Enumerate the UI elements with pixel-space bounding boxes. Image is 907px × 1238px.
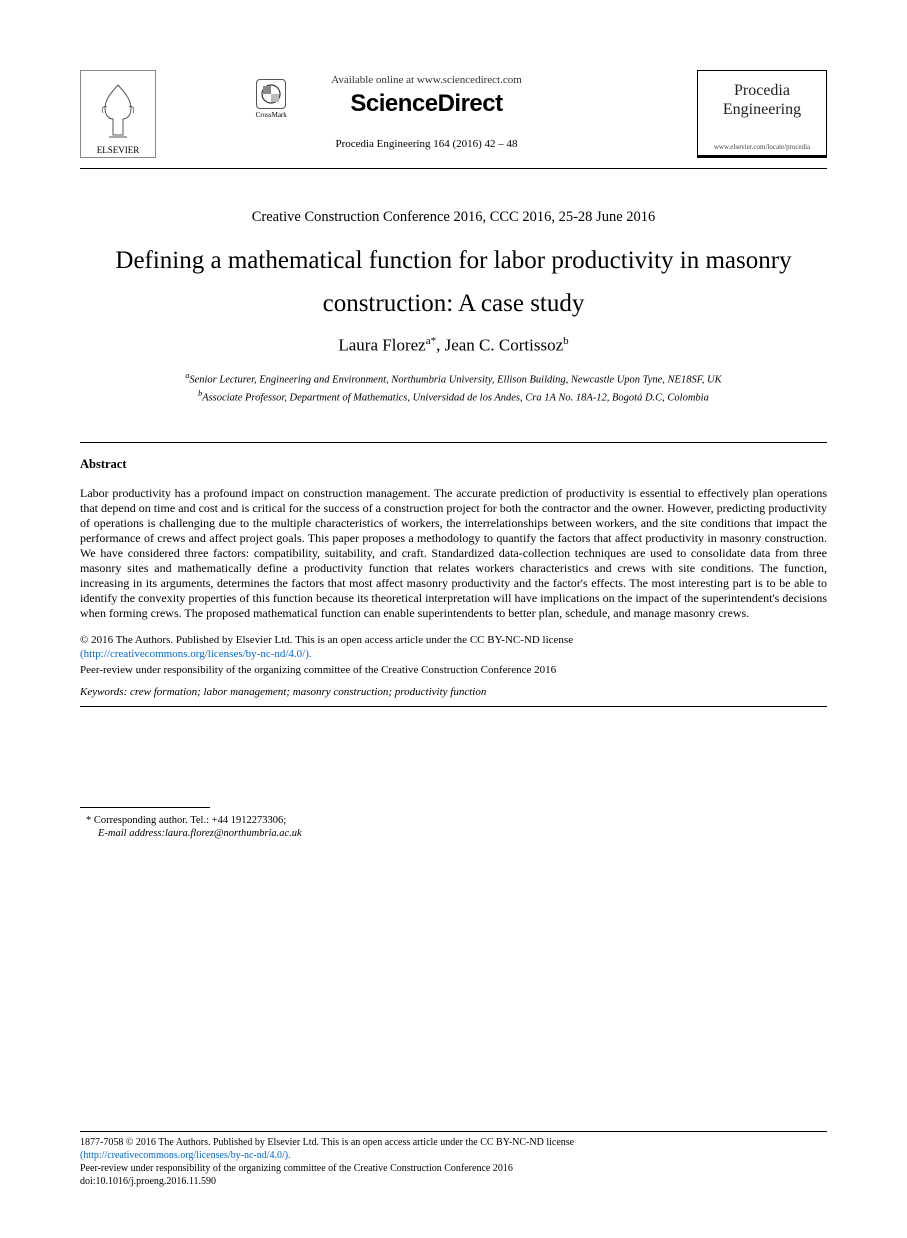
footer-issn: 1877-7058 © 2016 The Authors. Published … — [80, 1137, 574, 1148]
crossmark-badge[interactable]: CrossMark — [251, 79, 291, 127]
journal-name: Procedia Engineering — [702, 81, 822, 119]
crossmark-icon — [256, 79, 286, 109]
affiliations: aSenior Lecturer, Engineering and Enviro… — [80, 370, 827, 406]
header-row: ELSEVIER CrossMark Available online at w… — [80, 70, 827, 158]
keywords-label: Keywords: — [80, 686, 127, 698]
author-2-sup: b — [563, 335, 569, 347]
email-address[interactable]: laura.florez@northumbria.ac.uk — [165, 828, 302, 839]
corresponding-author: * Corresponding author. Tel.: +44 191227… — [92, 814, 827, 828]
conference-line: Creative Construction Conference 2016, C… — [80, 209, 827, 226]
abstract-bottom-divider — [80, 706, 827, 707]
journal-box: Procedia Engineering www.elsevier.com/lo… — [697, 70, 827, 158]
elsevier-label: ELSEVIER — [97, 145, 140, 155]
affil-a-text: Senior Lecturer, Engineering and Environ… — [189, 374, 721, 385]
footer-text: 1877-7058 © 2016 The Authors. Published … — [80, 1136, 827, 1188]
authors-line: Laura Floreza*, Jean C. Cortissozb — [80, 335, 827, 356]
crossmark-label: CrossMark — [256, 111, 287, 119]
footer-doi: doi:10.1016/j.proeng.2016.11.590 — [80, 1176, 216, 1187]
copyright-block: © 2016 The Authors. Published by Elsevie… — [80, 633, 827, 662]
elsevier-tree-icon — [91, 79, 145, 143]
keywords-line: Keywords: crew formation; labor manageme… — [80, 686, 827, 698]
footnote-divider — [80, 807, 210, 808]
crossmark-row: CrossMark Available online at www.scienc… — [176, 74, 677, 132]
affil-b-text: Associate Professor, Department of Mathe… — [202, 392, 709, 403]
article-title: Defining a mathematical function for lab… — [80, 240, 827, 325]
elsevier-logo: ELSEVIER — [80, 70, 156, 158]
journal-url[interactable]: www.elsevier.com/locate/procedia — [714, 143, 810, 151]
footer-divider — [80, 1131, 827, 1132]
header-center-text: Available online at www.sciencedirect.co… — [331, 74, 522, 132]
sciencedirect-logo: ScienceDirect — [331, 90, 522, 118]
keywords-text: crew formation; labor management; masonr… — [127, 686, 486, 698]
author-sep: , — [436, 336, 445, 355]
copyright-line1: © 2016 The Authors. Published by Elsevie… — [80, 634, 573, 646]
corresponding-email: E-mail address:laura.florez@northumbria.… — [98, 828, 827, 839]
header-center: CrossMark Available online at www.scienc… — [176, 70, 677, 150]
abstract-text: Labor productivity has a profound impact… — [80, 486, 827, 621]
license-link[interactable]: (http://creativecommons.org/licenses/by-… — [80, 648, 312, 660]
peer-review-line: Peer-review under responsibility of the … — [80, 664, 827, 676]
email-label: E-mail address: — [98, 828, 165, 839]
footer: 1877-7058 © 2016 The Authors. Published … — [80, 1131, 827, 1188]
author-1-name: Laura Florez — [338, 336, 425, 355]
abstract-heading: Abstract — [80, 457, 827, 472]
affiliation-a: aSenior Lecturer, Engineering and Enviro… — [80, 370, 827, 388]
author-1-sup: a* — [426, 335, 436, 347]
abstract-top-divider — [80, 442, 827, 443]
footer-peer-review: Peer-review under responsibility of the … — [80, 1163, 513, 1174]
footer-license-link[interactable]: (http://creativecommons.org/licenses/by-… — [80, 1150, 291, 1161]
affiliation-b: bAssociate Professor, Department of Math… — [80, 388, 827, 406]
header-divider — [80, 168, 827, 169]
citation-line: Procedia Engineering 164 (2016) 42 – 48 — [176, 138, 677, 150]
available-online-text: Available online at www.sciencedirect.co… — [331, 74, 522, 86]
author-2-name: Jean C. Cortissoz — [445, 336, 564, 355]
